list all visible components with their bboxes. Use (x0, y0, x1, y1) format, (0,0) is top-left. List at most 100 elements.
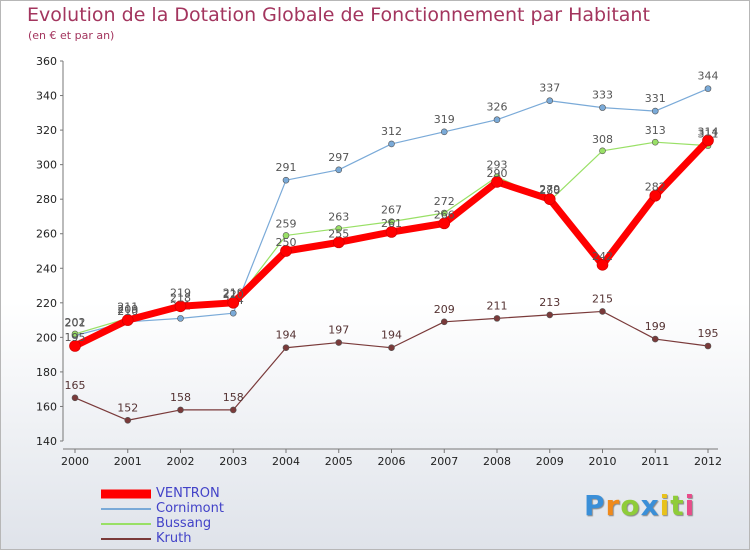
legend-swatch-cornimont (101, 507, 151, 510)
data-label-ventron: 261 (381, 217, 402, 230)
data-point-ventron (596, 259, 609, 271)
data-point-ventron (491, 176, 503, 188)
data-point-kruth (124, 416, 132, 424)
data-point-bussang (440, 209, 448, 217)
y-tick-label: 260 (36, 228, 57, 241)
data-label-kruth: 197 (328, 324, 349, 337)
x-tick-label: 2004 (272, 455, 300, 468)
data-point-ventron (280, 245, 292, 257)
data-label-ventron: 250 (276, 236, 297, 249)
data-label-ventron: 280 (539, 184, 560, 197)
data-point-kruth (282, 344, 290, 352)
data-point-kruth (229, 406, 237, 414)
data-label-cornimont: 331 (645, 92, 666, 105)
legend-label-cornimont: Cornimont (156, 501, 224, 516)
data-label-cornimont: 201 (65, 317, 86, 330)
data-point-kruth (335, 339, 343, 346)
y-tick-label: 320 (36, 124, 57, 137)
data-label-kruth: 215 (592, 292, 613, 305)
data-point-kruth (546, 311, 554, 319)
data-point-kruth (388, 344, 395, 352)
legend-swatch-ventron (101, 489, 151, 498)
data-point-kruth (440, 318, 448, 326)
data-label-bussang: 293 (487, 159, 508, 172)
data-label-ventron: 210 (117, 305, 138, 318)
data-label-kruth: 194 (276, 329, 297, 342)
data-label-kruth: 199 (645, 320, 666, 333)
data-label-bussang: 263 (328, 211, 349, 224)
brand-logo-letter: P (584, 489, 606, 522)
brand-logo-letter: i (659, 489, 671, 522)
y-tick-label: 200 (36, 331, 57, 344)
data-point-ventron (385, 226, 398, 238)
data-point-cornimont (177, 315, 184, 322)
data-label-kruth: 213 (539, 296, 560, 309)
data-label-kruth: 209 (434, 303, 455, 316)
brand-logo-letter: i (684, 489, 696, 522)
brand-logo-letter: r (605, 489, 621, 522)
data-point-cornimont (651, 107, 659, 115)
chart-subtitle: (en € et par an) (28, 29, 115, 42)
y-tick-label: 240 (36, 262, 57, 275)
data-point-bussang (388, 218, 395, 225)
data-point-cornimont (704, 85, 712, 92)
data-label-ventron: 290 (487, 167, 508, 180)
data-label-bussang: 272 (434, 195, 455, 208)
data-label-cornimont: 344 (698, 70, 719, 83)
legend-label-kruth: Kruth (156, 531, 192, 546)
series-cornimont: 201209211214291297312319326337333331344 (65, 70, 719, 339)
data-point-cornimont (229, 309, 237, 317)
data-point-ventron (543, 193, 556, 205)
chart-title: Evolution de la Dotation Globale de Fonc… (27, 4, 650, 26)
x-tick-label: 2000 (61, 455, 89, 468)
legend-swatch-bussang (101, 522, 151, 525)
data-label-kruth: 195 (698, 327, 719, 340)
data-label-bussang: 219 (170, 287, 191, 300)
y-tick-label: 360 (36, 55, 57, 68)
data-label-bussang: 279 (539, 183, 560, 196)
legend-label-bussang: Bussang (156, 516, 212, 531)
x-tick-label: 2012 (694, 455, 722, 468)
y-tick-label: 280 (36, 193, 57, 206)
data-label-kruth: 158 (223, 391, 244, 404)
data-point-ventron (332, 236, 345, 249)
data-label-cornimont: 297 (328, 151, 349, 164)
data-point-kruth (177, 406, 184, 414)
data-point-cornimont (599, 104, 606, 111)
data-label-bussang: 211 (117, 300, 138, 313)
data-label-kruth: 158 (170, 391, 191, 404)
data-point-cornimont (335, 166, 343, 174)
x-tick-label: 2003 (219, 455, 247, 468)
y-tick-label: 180 (36, 366, 57, 379)
data-label-ventron: 218 (170, 291, 191, 304)
data-label-kruth: 194 (381, 329, 402, 342)
data-point-ventron (649, 189, 662, 202)
data-point-bussang (599, 147, 606, 155)
data-point-bussang (335, 225, 343, 232)
data-point-cornimont (546, 97, 554, 105)
x-tick-label: 2008 (483, 455, 511, 468)
data-point-cornimont (440, 128, 448, 136)
series-line-ventron (71, 136, 712, 350)
data-label-cornimont: 209 (117, 303, 138, 316)
brand-logo-letter: x (640, 489, 660, 522)
series-ventron: 195 210 218 220 250 255 261 266 290 280 242 282 314 (65, 125, 719, 352)
data-label-cornimont: 337 (539, 82, 560, 95)
y-tick-label: 340 (36, 90, 57, 103)
data-label-cornimont: 291 (276, 161, 297, 174)
x-tick-label: 2006 (378, 455, 406, 468)
data-point-ventron (69, 340, 81, 352)
y-tick-label: 140 (36, 435, 57, 448)
data-point-ventron (227, 297, 240, 309)
brand-logo-letter: o (620, 489, 641, 522)
data-point-cornimont (493, 116, 501, 124)
legend-label-ventron: VENTRON (156, 486, 220, 501)
x-tick-label: 2002 (167, 455, 195, 468)
data-point-kruth (651, 335, 659, 343)
data-point-cornimont (282, 176, 290, 184)
data-point-kruth (71, 394, 79, 402)
data-label-bussang: 267 (381, 204, 402, 217)
data-label-cornimont: 312 (381, 125, 402, 138)
